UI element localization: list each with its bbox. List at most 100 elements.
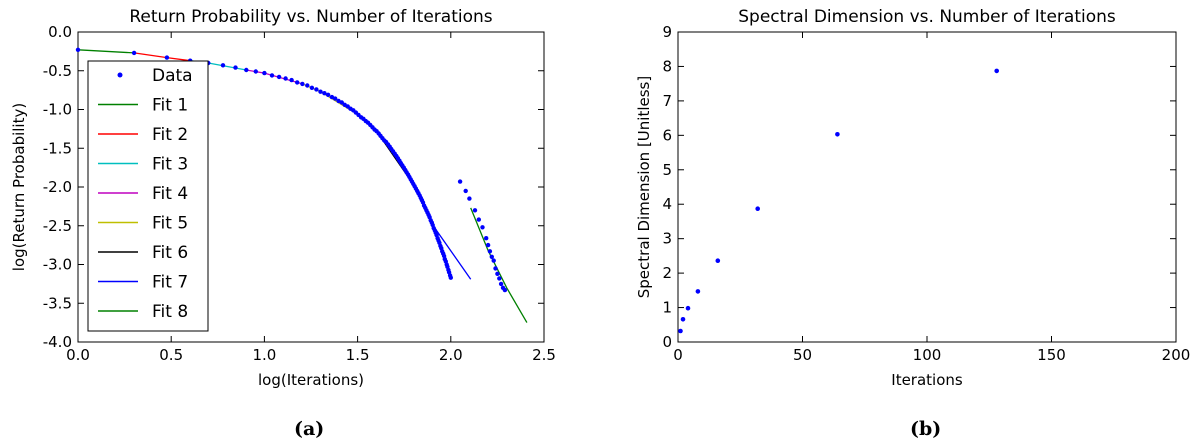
chart-b-ylabel: Spectral Dimension [Unitless]: [635, 76, 653, 298]
data-point: [495, 271, 500, 276]
caption-a: (a): [294, 418, 325, 440]
data-point: [314, 87, 319, 92]
legend-marker-data: [117, 72, 123, 78]
chart-a-ytick-label: -0.5: [43, 62, 72, 80]
chart-b-ytick-label: 9: [662, 23, 672, 41]
legend-label-fit-8: Fit 8: [152, 302, 188, 322]
chart-a-title: Return Probability vs. Number of Iterati…: [129, 7, 492, 27]
chart-b-ytick-label: 7: [662, 92, 672, 110]
data-point: [318, 89, 323, 94]
data-point: [480, 225, 485, 230]
legend-label-fit-2: Fit 2: [152, 125, 188, 145]
caption-b: (b): [910, 418, 942, 440]
data-point: [329, 94, 335, 100]
chart-b: Spectral Dimension vs. Number of Iterati…: [635, 7, 1190, 389]
chart-a-ytick-label: -2.0: [43, 178, 72, 196]
data-point: [695, 289, 701, 294]
chart-a-xtick-label: 1.5: [346, 346, 370, 364]
chart-a-xtick-label: 2.5: [532, 346, 556, 364]
chart-a-ytick-label: -1.5: [43, 139, 72, 157]
data-point: [244, 67, 249, 73]
chart-a-ytick-label: -4.0: [43, 333, 72, 351]
data-point: [457, 179, 463, 184]
data-point: [994, 68, 999, 74]
chart-b-ytick-label: 2: [662, 264, 672, 282]
chart-b-ytick-label: 1: [662, 299, 672, 317]
data-point: [678, 328, 683, 334]
data-point: [283, 76, 288, 81]
chart-b-xtick-label: 150: [1037, 346, 1066, 364]
data-point: [164, 55, 170, 60]
chart-b-xtick-label: 50: [793, 346, 812, 364]
chart-a-xtick-label: 0.5: [159, 346, 183, 364]
legend-label-fit-3: Fit 3: [152, 155, 188, 175]
data-point: [276, 74, 282, 80]
chart-a-xtick-label: 2.0: [439, 346, 463, 364]
data-point: [755, 206, 760, 211]
chart-a-ytick-label: 0.0: [48, 23, 72, 41]
chart-a-xtick-label: 0.0: [66, 346, 90, 364]
data-point: [835, 132, 840, 137]
data-point: [220, 63, 226, 68]
chart-a-ytick-label: -3.5: [43, 294, 72, 312]
data-point: [253, 69, 258, 74]
chart-a-ytick-label: -1.0: [43, 101, 72, 119]
data-point: [131, 50, 137, 56]
chart-b-ytick-label: 6: [662, 126, 672, 144]
chart-b-data-points: [678, 68, 999, 334]
legend-label-fit-7: Fit 7: [152, 273, 188, 293]
chart-b-ytick-label: 5: [662, 161, 672, 179]
legend-label-fit-4: Fit 4: [152, 184, 188, 204]
data-point: [262, 70, 267, 76]
data-point: [75, 47, 81, 52]
data-point: [463, 188, 468, 194]
chart-b-xlabel: Iterations: [891, 371, 963, 389]
data-point: [305, 83, 310, 88]
data-point: [448, 275, 453, 280]
data-point: [476, 217, 481, 222]
data-point: [333, 96, 338, 101]
data-point: [289, 77, 294, 83]
data-point: [325, 92, 331, 98]
legend-label-fit-1: Fit 1: [152, 96, 188, 116]
chart-a-legend: Data Fit 1 Fit 2 Fit 3 Fit 4 Fit 5 Fit 6 Fit 7 F…: [87, 60, 209, 332]
chart-b-ytick-label: 4: [662, 195, 672, 213]
chart-a-data-points: [75, 47, 508, 293]
data-point: [497, 276, 502, 281]
legend-label-data: Data: [152, 66, 193, 86]
chart-b-xtick-label: 200: [1162, 346, 1191, 364]
chart-a: Return Probability vs. Number of Iterati…: [10, 7, 556, 389]
legend-box: [87, 60, 209, 332]
data-point: [491, 258, 496, 263]
chart-a-ylabel: log(Return Probability): [10, 103, 28, 271]
data-point: [269, 73, 275, 78]
chart-b-xtick-label: 100: [913, 346, 942, 364]
data-point: [295, 80, 300, 85]
data-point: [685, 305, 691, 311]
data-point: [493, 266, 498, 271]
data-point: [680, 317, 686, 322]
data-point: [715, 258, 721, 264]
chart-a-xtick-label: 1.0: [252, 346, 276, 364]
data-point: [300, 81, 305, 87]
chart-b-ytick-label: 3: [662, 230, 672, 248]
legend-label-fit-5: Fit 5: [152, 214, 188, 234]
data-point: [309, 85, 315, 91]
legend-label-fit-6: Fit 6: [152, 243, 188, 263]
chart-b-ticks: 0 50 100 150 200 0 1 2 3 4 5 6 7 8 9: [662, 23, 1190, 364]
data-point: [502, 287, 508, 293]
chart-a-ytick-label: -2.5: [43, 217, 72, 235]
chart-b-ytick-label: 0: [662, 333, 672, 351]
data-point: [322, 91, 327, 96]
data-point: [498, 281, 504, 287]
data-point: [485, 242, 491, 248]
data-point: [467, 196, 472, 201]
chart-b-axes-frame: [677, 31, 1177, 343]
chart-b-xtick-label: 0: [673, 346, 683, 364]
fit-line-fit-1: [77, 49, 135, 54]
data-point: [484, 236, 489, 241]
chart-a-ytick-label: -3.0: [43, 256, 72, 274]
data-point: [487, 249, 493, 254]
data-point: [489, 254, 494, 259]
